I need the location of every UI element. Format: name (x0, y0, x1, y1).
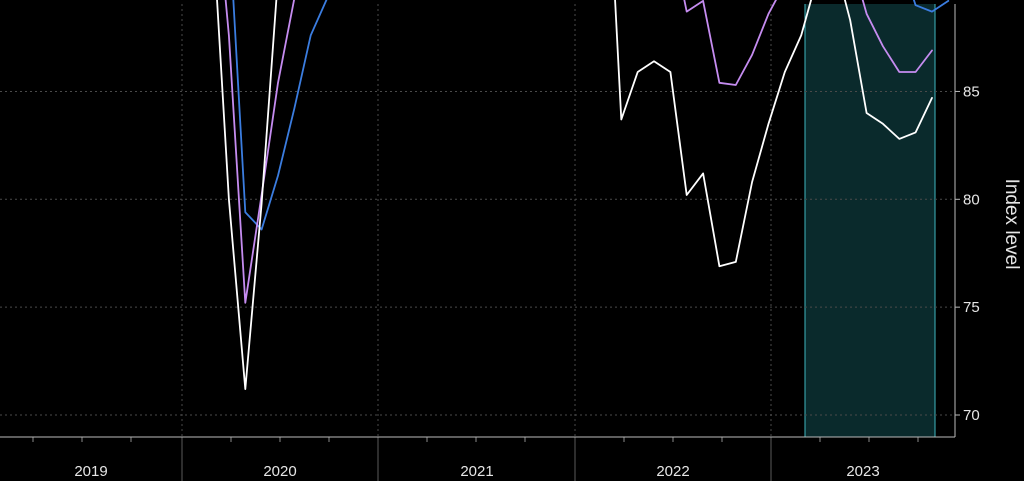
x-year-label: 2022 (656, 463, 689, 480)
highlight-region (805, 4, 935, 437)
gridlines-layer (0, 4, 955, 437)
series-line-2 (224, 0, 933, 304)
tick-labels-layer: 70758085909510010520192020202120222023 (74, 83, 980, 480)
x-year-label: 2021 (460, 463, 493, 480)
axes-layer (0, 4, 960, 481)
y-tick-label: 75 (963, 299, 980, 316)
series-line-3 (216, 0, 933, 391)
series-lines-layer (216, 0, 950, 391)
y-tick-label: 85 (963, 83, 980, 100)
x-year-label: 2023 (846, 463, 879, 480)
highlight-region-layer (804, 4, 936, 437)
y-tick-label: 80 (963, 191, 980, 208)
y-tick-label: 70 (963, 407, 980, 424)
y-axis-title: Index level (1001, 179, 1022, 270)
x-year-label: 2020 (263, 463, 296, 480)
x-year-label: 2019 (74, 463, 107, 480)
